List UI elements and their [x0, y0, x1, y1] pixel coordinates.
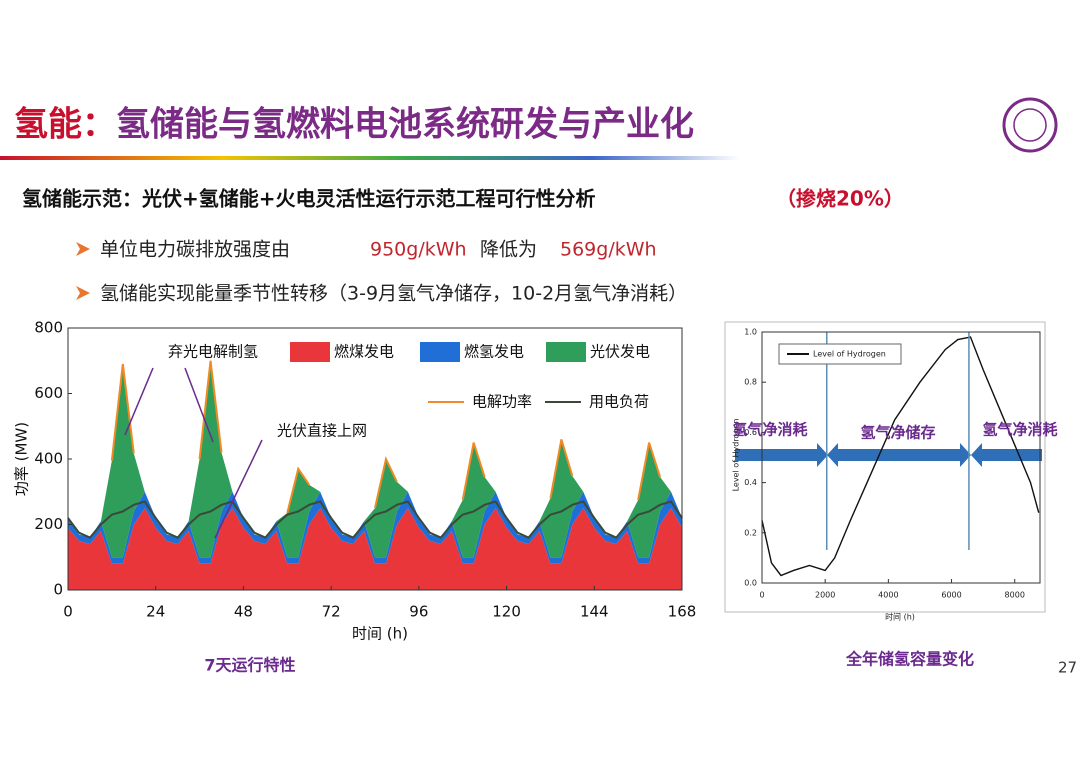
x-axis-label: 时间 (h)	[352, 625, 408, 643]
chart-caption: 7天运行特性	[204, 656, 295, 675]
bullet-value: 950g/kWh	[370, 239, 467, 261]
y-tick-label: 0.0	[744, 579, 757, 588]
annotation-pointer	[184, 367, 214, 443]
bullet-text: 单位电力碳排放强度由	[100, 239, 290, 261]
line	[110, 360, 662, 514]
bullet-text: 氢储能实现能量季节性转移（3-9月氢气净储存，10-2月氢气净消耗）	[100, 283, 687, 305]
bullet-text: 降低为	[480, 239, 537, 261]
y-tick-label: 1.0	[744, 328, 757, 337]
y-tick-label: 0.6	[744, 428, 757, 437]
annotation: 光伏直接上网	[277, 422, 367, 440]
x-tick-label: 24	[146, 603, 165, 621]
x-tick-label: 96	[409, 603, 428, 621]
y-axis-label: 功率 (MW)	[13, 422, 31, 496]
x-tick-label: 144	[580, 603, 609, 621]
x-tick-label: 6000	[941, 591, 961, 600]
legend-swatch	[420, 342, 460, 362]
area	[68, 508, 682, 590]
title-lead: 氢能：	[14, 105, 116, 145]
legend-label: 电解功率	[472, 393, 532, 411]
annotation: 弃光电解制氢	[168, 343, 258, 361]
x-tick-label: 0	[63, 603, 73, 621]
chart-frame	[724, 321, 1046, 613]
annotation-pointer	[124, 367, 154, 436]
annotation: 氢气净消耗	[732, 421, 807, 439]
bullet-icon	[76, 242, 90, 256]
y-axis-label: Level of Hydrogen	[732, 419, 741, 492]
annotation-pointer	[214, 439, 263, 539]
legend-box	[778, 343, 902, 365]
x-tick-label: 48	[234, 603, 253, 621]
legend-label: 燃煤发电	[334, 343, 394, 361]
line	[67, 500, 683, 539]
annotation: 氢气净储存	[860, 424, 935, 442]
x-tick-label: 72	[322, 603, 341, 621]
x-tick-label: 4000	[878, 591, 898, 600]
annotation: 氢气净消耗	[982, 421, 1057, 439]
y-tick-label: 0.4	[744, 478, 757, 487]
line	[761, 336, 1040, 577]
legend-swatch	[290, 342, 330, 362]
page-number: 27	[1058, 659, 1077, 677]
bullet-value: 569g/kWh	[560, 239, 657, 261]
title-rule	[0, 156, 740, 160]
y-tick-label: 0	[53, 581, 63, 599]
plot-frame	[761, 331, 1041, 584]
logo	[1002, 97, 1058, 153]
legend-label: 燃氢发电	[464, 343, 524, 361]
x-tick-label: 8000	[1005, 591, 1025, 600]
legend-label: 光伏发电	[590, 343, 650, 361]
x-tick-label: 2000	[815, 591, 835, 600]
subtitle: 氢储能示范：光伏+氢储能+火电灵活性运行示范工程可行性分析	[22, 187, 596, 211]
legend-swatch	[546, 342, 586, 362]
y-tick-label: 600	[34, 384, 63, 402]
y-tick-label: 0.2	[744, 528, 757, 537]
x-axis-label: 时间 (h)	[885, 612, 915, 622]
y-tick-label: 800	[34, 319, 63, 337]
y-tick-label: 0.8	[744, 378, 757, 387]
y-tick-label: 200	[34, 515, 63, 533]
bullet-icon	[76, 286, 90, 300]
legend-label: Level of Hydrogen	[813, 350, 886, 359]
title: 氢储能与氢燃料电池系统研发与产业化	[116, 105, 694, 145]
y-tick-label: 400	[34, 450, 63, 468]
x-tick-label: 120	[492, 603, 521, 621]
period-arrows	[735, 443, 1042, 467]
x-tick-label: 0	[759, 591, 764, 600]
subtitle-note: （掺烧20%）	[776, 187, 904, 211]
area	[68, 360, 682, 558]
legend-label: 用电负荷	[589, 393, 649, 411]
x-tick-label: 168	[668, 603, 697, 621]
chart-caption: 全年储氢容量变化	[845, 650, 974, 669]
